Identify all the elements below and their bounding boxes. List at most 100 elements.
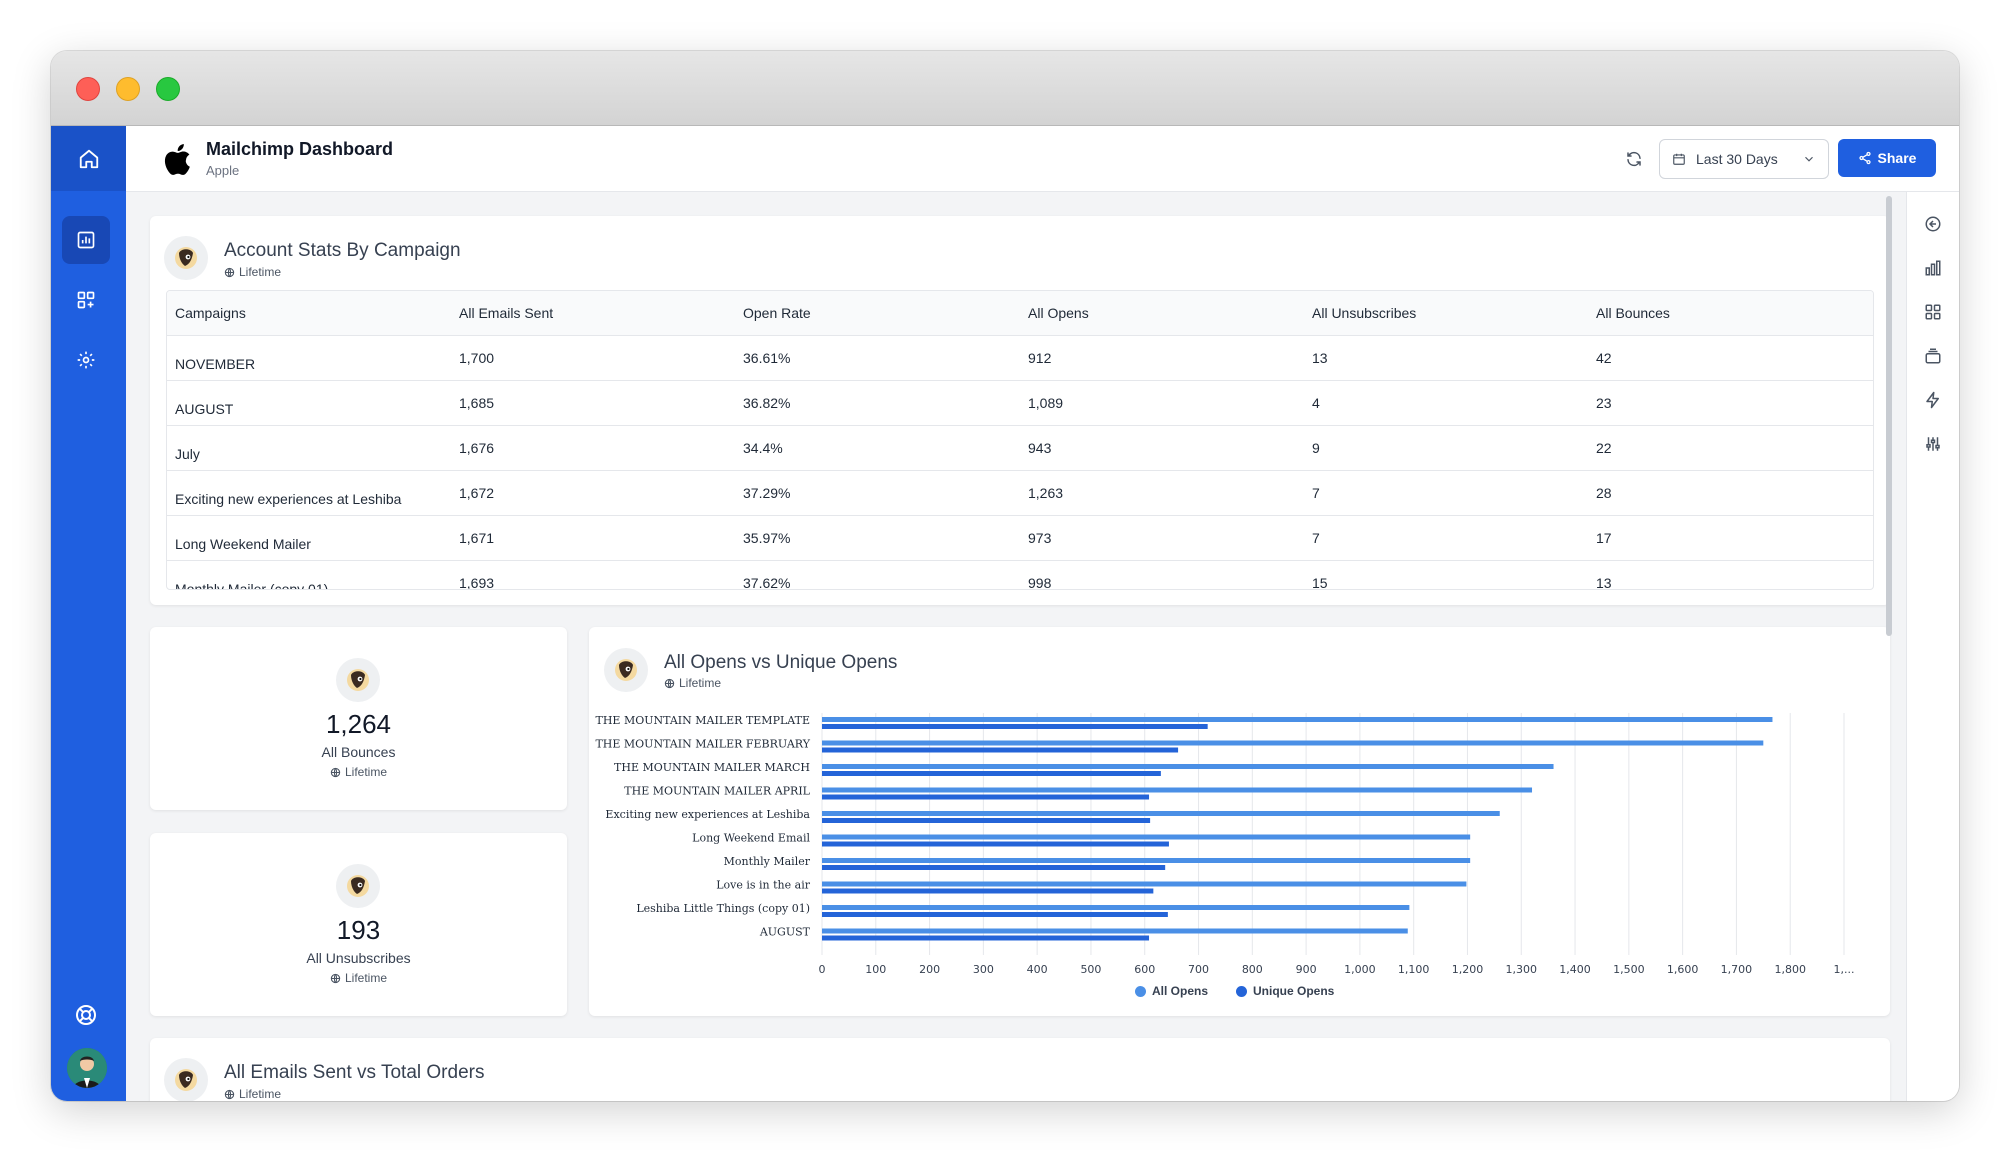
automation-button[interactable] xyxy=(1921,388,1945,412)
help-ring-icon xyxy=(76,1005,96,1025)
category-label: THE MOUNTAIN MAILER FEBRUARY xyxy=(595,738,810,751)
emails-sent: 1,700 xyxy=(459,350,495,366)
share-button[interactable]: Share xyxy=(1838,139,1936,177)
column-header[interactable]: All Bounces xyxy=(1596,305,1670,321)
all-opens-bar xyxy=(822,834,1471,840)
home-button[interactable] xyxy=(51,126,126,191)
mailchimp-logo-icon xyxy=(604,648,648,692)
apps-button[interactable] xyxy=(62,276,110,324)
reports-button[interactable] xyxy=(62,216,110,264)
home-icon xyxy=(79,149,98,168)
charts-button[interactable] xyxy=(1921,256,1945,280)
open-rate: 37.29% xyxy=(743,485,791,501)
emails-vs-orders-title: All Emails Sent vs Total Orders xyxy=(224,1062,485,1083)
x-tick-label: 1,500 xyxy=(1613,963,1645,976)
table-row[interactable]: NOVEMBER 1,700 36.61% 912 13 42 xyxy=(167,336,1873,381)
help-button[interactable] xyxy=(62,991,110,1039)
bounces-period: Lifetime xyxy=(150,765,567,779)
all-opens-bar xyxy=(822,717,1773,722)
account-stats-period: Lifetime xyxy=(224,265,281,279)
bounces: 42 xyxy=(1596,350,1612,366)
campaign-name: Exciting new experiences at Leshiba xyxy=(175,491,402,507)
column-header[interactable]: Open Rate xyxy=(743,305,811,321)
table-row[interactable]: Long Weekend Mailer 1,671 35.97% 973 7 1… xyxy=(167,516,1873,561)
table-row[interactable]: Monthly Mailer (copy 01) 1,693 37.62% 99… xyxy=(167,561,1873,590)
user-avatar[interactable] xyxy=(67,1048,107,1088)
globe-icon xyxy=(664,678,675,688)
column-header[interactable]: All Opens xyxy=(1028,305,1089,321)
mailchimp-logo-icon xyxy=(164,1058,208,1101)
emails-sent: 1,672 xyxy=(459,485,495,501)
gear-icon xyxy=(77,351,95,369)
account-stats-title: Account Stats By Campaign xyxy=(224,240,461,261)
x-tick-label: 1,800 xyxy=(1774,963,1806,976)
all-opens-bar xyxy=(822,787,1533,793)
widgets-button[interactable] xyxy=(1921,300,1945,324)
collapse-button[interactable] xyxy=(1921,212,1945,236)
bounces-label: All Bounces xyxy=(321,744,396,760)
sidebar xyxy=(51,126,126,1101)
column-header[interactable]: All Unsubscribes xyxy=(1312,305,1417,321)
account-name: Apple xyxy=(206,163,240,178)
all-opens: 998 xyxy=(1028,575,1052,590)
bolt-icon xyxy=(1926,391,1939,409)
category-label: AUGUST xyxy=(759,926,811,939)
x-tick-label: 600 xyxy=(1134,963,1155,976)
share-label: Share xyxy=(1877,150,1917,166)
column-header[interactable]: Campaigns xyxy=(175,305,246,321)
unsubscribes: 7 xyxy=(1312,530,1320,546)
category-label: THE MOUNTAIN MAILER TEMPLATE xyxy=(596,714,811,727)
mailchimp-logo-icon xyxy=(336,864,380,908)
minimize-window-button[interactable] xyxy=(116,77,140,101)
emails-sent: 1,676 xyxy=(459,440,495,456)
unsubscribes-label: All Unsubscribes xyxy=(306,950,411,966)
unique-opens-bar xyxy=(822,794,1150,800)
legend-unique-opens[interactable]: Unique Opens xyxy=(1236,984,1334,998)
open-rate: 37.62% xyxy=(743,575,791,590)
mailchimp-logo-icon xyxy=(164,236,208,280)
table-header-row: Campaigns All Emails Sent Open Rate All … xyxy=(167,291,1873,336)
x-tick-label: 400 xyxy=(1027,963,1048,976)
opens-bar-chart: 0 100 200 300 400 500 600 700 800 900 1,000 1,100 1,… xyxy=(595,713,1855,976)
title-bar xyxy=(51,51,1959,126)
category-label: Monthly Mailer xyxy=(724,855,811,868)
x-tick-label: 900 xyxy=(1296,963,1317,976)
all-opens-bar xyxy=(822,905,1410,910)
opens-chart-period: Lifetime xyxy=(664,676,721,690)
sliders-icon xyxy=(1926,437,1940,451)
top-bar: Mailchimp Dashboard Apple Last 30 Days S… xyxy=(126,126,1959,192)
x-tick-label: 800 xyxy=(1242,963,1263,976)
unique-opens-bar xyxy=(822,771,1161,776)
all-opens-bar xyxy=(822,928,1408,934)
x-tick-label: 100 xyxy=(865,963,886,976)
zoom-window-button[interactable] xyxy=(156,77,180,101)
close-window-button[interactable] xyxy=(76,77,100,101)
all-opens: 912 xyxy=(1028,350,1052,366)
legend-swatch xyxy=(1236,985,1247,997)
globe-icon xyxy=(330,767,341,777)
table-row[interactable]: AUGUST 1,685 36.82% 1,089 4 23 xyxy=(167,381,1873,426)
date-range-select[interactable]: Last 30 Days xyxy=(1659,139,1829,179)
table-row[interactable]: Exciting new experiences at Leshiba 1,67… xyxy=(167,471,1873,516)
vertical-scrollbar[interactable] xyxy=(1886,196,1892,636)
mailchimp-logo-icon xyxy=(336,658,380,702)
filters-button[interactable] xyxy=(1921,432,1945,456)
unsubscribes: 9 xyxy=(1312,440,1320,456)
table-row[interactable]: July 1,676 34.4% 943 9 22 xyxy=(167,426,1873,471)
unsubscribes-period: Lifetime xyxy=(150,971,567,985)
emails-vs-orders-period: Lifetime xyxy=(224,1087,281,1101)
column-header[interactable]: All Emails Sent xyxy=(459,305,554,321)
settings-button[interactable] xyxy=(62,336,110,384)
unique-opens-bar xyxy=(822,912,1168,917)
layers-button[interactable] xyxy=(1921,344,1945,368)
unsubscribes: 13 xyxy=(1312,350,1328,366)
emails-sent: 1,671 xyxy=(459,530,495,546)
emails-vs-orders-card: All Emails Sent vs Total Orders Lifetime xyxy=(150,1038,1890,1101)
unique-opens-bar xyxy=(822,841,1169,847)
opens-chart-card: All Opens vs Unique Opens Lifetime 0 100 2… xyxy=(589,627,1890,1016)
refresh-button[interactable] xyxy=(1621,146,1647,172)
bounces: 13 xyxy=(1596,575,1612,590)
legend-all-opens[interactable]: All Opens xyxy=(1135,984,1208,998)
unique-opens-bar xyxy=(822,888,1154,894)
apple-logo-icon xyxy=(164,144,190,175)
